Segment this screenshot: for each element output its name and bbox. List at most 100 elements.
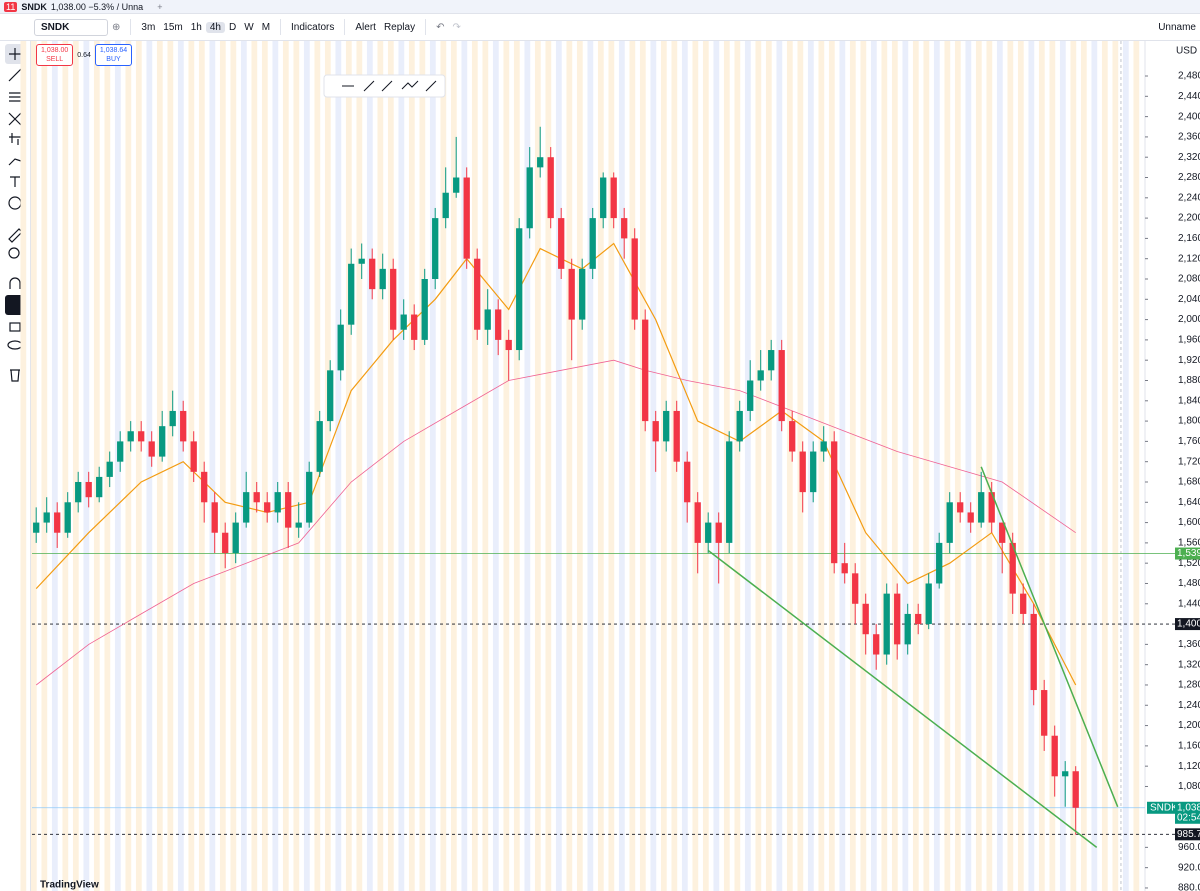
session-shade [282,41,289,891]
candle-body [169,410,176,427]
compare-button[interactable]: ⊕ [112,21,121,33]
delete-tool[interactable] [10,369,20,382]
session-shade [471,41,478,891]
session-shade [20,41,27,891]
candle-body [967,512,974,523]
session-shade [849,41,856,891]
interval[interactable]: 15m [163,21,183,33]
sell-button[interactable]: 1,038.00 SELL [36,44,74,66]
candle-body [978,492,985,523]
session-shade [1007,41,1014,891]
candle-body [358,258,365,264]
brush-tool[interactable] [8,158,22,166]
trend-line-tool[interactable] [8,68,22,82]
session-shade [209,41,216,891]
y-tick-label: 1,720.00 [1178,456,1200,467]
candle-body [316,421,323,472]
lock-tool[interactable] [9,322,21,332]
session-shade [503,41,510,891]
candle-body [831,441,838,564]
fib-tool[interactable] [9,92,21,102]
y-tick-label: 1,680.00 [1178,477,1200,488]
session-shade [387,41,394,891]
candle-body [180,410,187,442]
new-tab[interactable]: + [157,1,163,12]
session-shade [975,41,982,891]
candle-body [54,512,61,533]
y-tick-label: 1,560.00 [1178,538,1200,549]
candle-body [852,573,859,604]
session-shade [293,41,300,891]
indicators-button[interactable]: Indicators [291,21,335,33]
session-shade [1080,41,1087,891]
undo-button[interactable]: ↶ [436,21,445,33]
text-tool[interactable] [10,176,20,187]
lock-drawings[interactable] [5,295,25,315]
symbol-search[interactable]: SNDK [34,18,108,36]
spread: 0.64 [77,51,91,59]
session-shade [639,41,646,891]
session-shade [1122,41,1129,891]
session-shade [891,41,898,891]
session-shade [1017,41,1024,891]
interval[interactable]: M [261,21,271,33]
watermark: TradingView [40,880,99,891]
layout-name[interactable]: Unname [1158,21,1196,33]
separator [280,19,282,35]
session-shade [587,41,594,891]
interval[interactable]: 3m [141,21,156,33]
candle-body [495,309,502,340]
candle-body [621,218,628,239]
candle-body [474,258,481,330]
tab-symbol[interactable]: SNDK [21,1,47,12]
y-tick-label: 1,160.00 [1178,741,1200,752]
y-tick-label: 920.00 [1178,862,1200,873]
zoom-tool[interactable] [8,247,20,259]
interval[interactable]: 1h [190,21,202,33]
candle-body [1051,735,1058,777]
candle-body [915,613,922,625]
candle-body [726,441,733,543]
session-shade [702,41,709,891]
replay-button[interactable]: Replay [383,21,416,33]
price-tag [1175,828,1200,841]
candle-body [222,532,229,554]
alert-button[interactable]: Alert [355,21,376,33]
pattern-tool[interactable] [8,112,22,126]
tab-quote: 1,038.00 −5.3% / Unna [50,1,144,12]
candle-body [274,492,281,513]
y-tick-label: 1,440.00 [1178,598,1200,609]
session-shade [818,41,825,891]
symbol-tag-label: SNDK [1150,802,1178,813]
y-tick-label: 1,480.00 [1178,578,1200,589]
interval[interactable]: 4h [205,21,225,33]
candle-body [390,268,397,330]
session-shade [902,41,909,891]
session-shade [272,41,279,891]
y-tick-label: 1,120.00 [1178,761,1200,772]
interval[interactable]: D [229,21,237,33]
redo-button[interactable]: ↷ [452,21,461,33]
candle-body [526,167,533,229]
y-tick-label: 2,360.00 [1178,132,1200,143]
session-shade [398,41,405,891]
session-shade [755,41,762,891]
interval[interactable]: W [244,21,254,33]
candle-body [33,522,40,533]
candle-body [484,309,491,330]
session-shade [576,41,583,891]
buy-button[interactable]: 1,038.64 BUY [94,44,133,66]
candle-body [43,512,50,523]
candle-body [1072,771,1079,808]
prediction-tool[interactable] [9,133,21,145]
candle-body [96,476,103,498]
session-shade [240,41,247,891]
y-tick-label: 2,440.00 [1178,91,1200,102]
tool-icons [5,44,25,382]
candle-body [568,268,575,320]
magnet-tool[interactable] [9,277,21,289]
candle-body [327,370,334,422]
session-shade [839,41,846,891]
session-shade [933,41,940,891]
candle-body [369,258,376,290]
